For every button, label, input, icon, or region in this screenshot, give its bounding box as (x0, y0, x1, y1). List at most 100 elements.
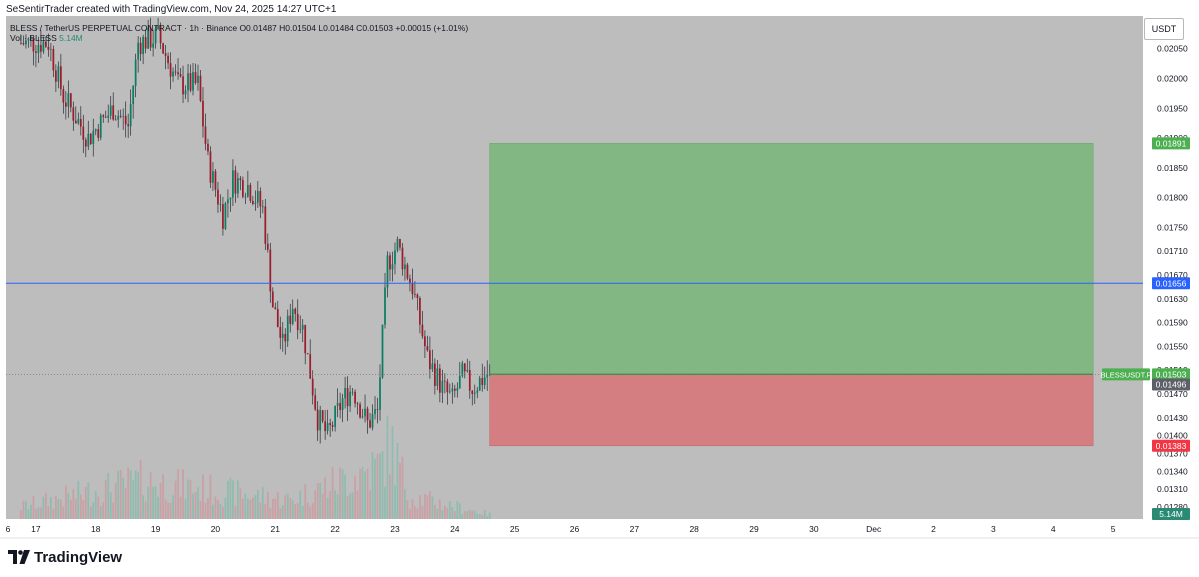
candle (62, 85, 65, 114)
candle-body (364, 408, 366, 417)
candle (271, 287, 274, 308)
volume-bar (488, 512, 491, 519)
time-tick-label: 28 (689, 524, 699, 534)
price-tick-label: 0.01470 (1157, 389, 1188, 399)
candle-body (84, 139, 87, 147)
position-tool[interactable] (489, 143, 1094, 447)
candle-body (67, 93, 70, 107)
time-tick-label: 6 (6, 524, 11, 534)
volume-bar (359, 468, 361, 519)
candle (22, 35, 25, 46)
bid-price-bg (1152, 378, 1190, 391)
volume-bar (52, 508, 55, 519)
volume-bar (109, 492, 112, 519)
candle-body (346, 387, 349, 407)
stop-zone[interactable] (489, 374, 1094, 447)
candle (461, 360, 464, 378)
candle (404, 256, 406, 281)
candle (159, 22, 162, 50)
candle-body (299, 329, 302, 331)
candle-body (471, 390, 474, 394)
candle-body (296, 313, 299, 330)
volume-bar (414, 505, 416, 519)
volume-bar (429, 491, 431, 519)
candle (289, 303, 292, 333)
price-tick-label: 0.01850 (1157, 163, 1188, 173)
volume-bar (396, 442, 399, 519)
volume-bar (274, 498, 277, 519)
candle (189, 64, 192, 93)
volume-bar (271, 498, 274, 519)
candle (179, 67, 182, 78)
volume-bar (232, 480, 234, 519)
time-tick-label: 25 (510, 524, 520, 534)
candle-body (254, 202, 257, 204)
volume-bar (184, 499, 187, 519)
currency-button[interactable]: USDT (1144, 18, 1184, 40)
candle (37, 36, 40, 63)
candle (309, 339, 312, 379)
candle (47, 33, 50, 57)
candle-body (25, 40, 27, 45)
price-tick-label: 0.01310 (1157, 484, 1188, 494)
candle (59, 53, 62, 96)
candle-body (30, 38, 32, 39)
candle-body (329, 423, 332, 426)
candle-body (384, 287, 386, 325)
volume-bar (47, 506, 50, 519)
target-zone[interactable] (489, 143, 1094, 375)
candle-body (197, 75, 199, 83)
volume-bar (251, 497, 254, 519)
candle-body (219, 204, 222, 205)
time-axis[interactable]: 6 17 18 19 20 21 22 23 24 25 26 27 28 29 30 Dec 2 3 4 5 (0, 519, 1199, 539)
candle-body (344, 387, 346, 399)
candle-body (129, 104, 132, 127)
candle (478, 375, 481, 391)
volume-bar (473, 510, 476, 519)
volume-bar (441, 509, 444, 519)
volume-bar (296, 503, 299, 519)
volume-bar (72, 489, 75, 519)
candles (20, 17, 491, 444)
tradingview-logo-icon (8, 550, 30, 564)
candle-body (466, 370, 469, 372)
candle-body (32, 38, 35, 52)
volume-bar (164, 499, 167, 519)
candle-body (379, 377, 381, 410)
tradingview-brand[interactable]: TradingView (8, 549, 122, 566)
candle-body (112, 105, 115, 120)
candle-body (399, 238, 401, 248)
candle-body (222, 204, 224, 229)
candle (441, 369, 444, 404)
candle-body (40, 44, 42, 52)
candle (296, 299, 299, 340)
candle (97, 123, 100, 142)
candle-body (394, 250, 396, 265)
candle-body (89, 133, 92, 144)
candle-body (376, 409, 379, 410)
candle-body (94, 129, 97, 132)
volume-bar (137, 472, 140, 519)
target-price-label: 0.01891 (1156, 138, 1187, 148)
volume-bar (142, 495, 145, 519)
candle (114, 115, 117, 121)
volume-bar (59, 499, 62, 519)
candle-body (47, 46, 50, 50)
candle (431, 349, 434, 372)
candle (476, 386, 479, 399)
volume-bar (311, 503, 314, 519)
candle-body (72, 107, 75, 121)
volume-bar (336, 494, 339, 519)
candle-body (79, 119, 82, 127)
volume-bar (139, 460, 142, 519)
candle-body (187, 73, 189, 91)
candle (54, 64, 57, 92)
candle (72, 101, 75, 131)
time-tick-label: 18 (91, 524, 101, 534)
candle (389, 252, 391, 282)
drawn-lines[interactable] (6, 282, 1143, 375)
candle-body (443, 380, 446, 382)
candle (45, 36, 47, 48)
candle-body (172, 71, 174, 77)
